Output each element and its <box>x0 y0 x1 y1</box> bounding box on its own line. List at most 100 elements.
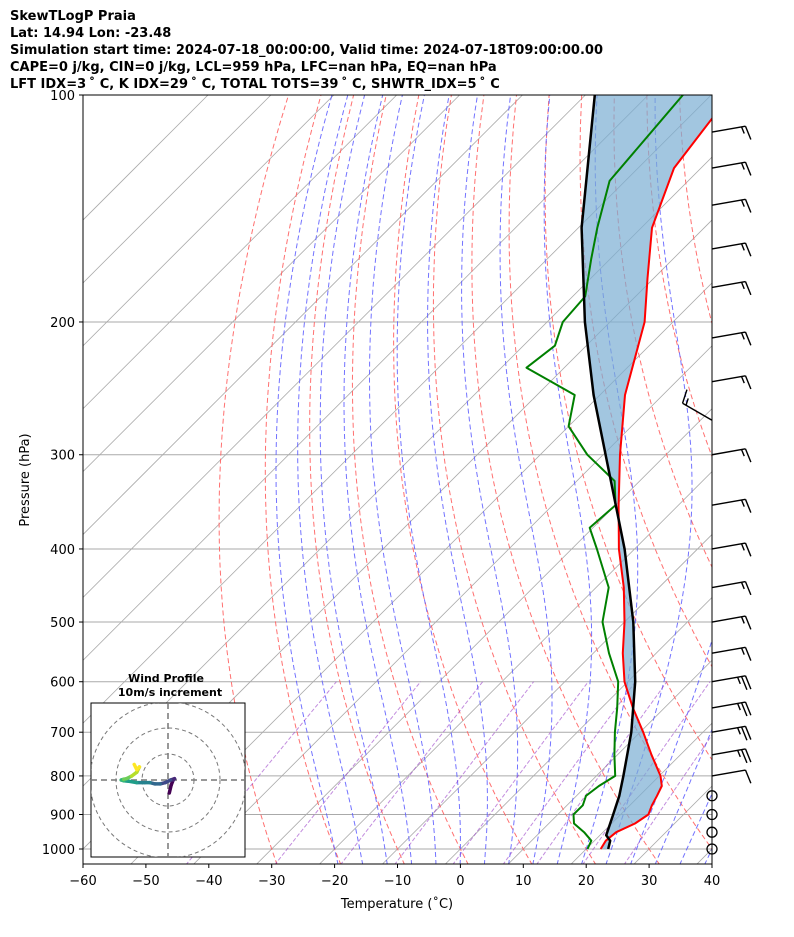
y-tick-label: 1000 <box>42 843 75 858</box>
wind-barb <box>706 843 718 855</box>
hodograph-segment <box>132 762 139 772</box>
wind-barb <box>711 375 752 390</box>
moist-adiabat <box>499 95 553 864</box>
x-tick-label: −30 <box>258 874 285 889</box>
wind-barb <box>711 161 752 176</box>
dry-adiabat <box>711 95 712 102</box>
parcel-trace <box>580 95 637 850</box>
wind-barb <box>711 580 752 596</box>
dry-adiabat <box>218 95 289 864</box>
wind-barb <box>711 748 752 764</box>
wind-barb <box>711 542 752 557</box>
wind-barb <box>711 125 752 140</box>
x-tick-label: 30 <box>641 874 658 889</box>
hodograph-subtitle: 10m/s increment <box>118 686 222 699</box>
isotherm <box>130 282 712 864</box>
isotherm <box>193 345 712 864</box>
y-tick-label: 700 <box>50 726 75 741</box>
wind-barb <box>711 769 752 784</box>
y-tick-label: 900 <box>50 808 75 823</box>
moist-adiabat <box>704 847 712 864</box>
moist-adiabat <box>427 95 488 864</box>
sounding-traces <box>525 95 712 850</box>
y-tick-label: 200 <box>50 316 75 331</box>
x-axis-title: Temperature (˚C) <box>340 896 453 912</box>
wind-barbs <box>681 125 752 855</box>
dry-adiabat <box>678 95 712 326</box>
moist-adiabat <box>275 95 339 864</box>
dewpoint-trace <box>525 95 684 850</box>
mixing-ratio-line <box>452 681 589 864</box>
wind-barb <box>706 808 718 821</box>
temperature-trace <box>599 116 712 850</box>
isotherm <box>444 596 712 864</box>
index-line: LFT IDX=3 ˚ C, K IDX=29 ˚ C, TOTAL TOTS=… <box>10 77 500 92</box>
moist-adiabat <box>396 95 461 864</box>
dry-adiabat <box>508 95 712 850</box>
dry-adiabat <box>745 95 794 865</box>
wind-barb <box>711 448 752 463</box>
x-tick-label: −20 <box>321 874 348 889</box>
moist-adiabat <box>679 792 712 864</box>
dry-adiabat <box>309 95 405 864</box>
wind-barb <box>711 280 752 296</box>
isotherm <box>83 95 649 661</box>
moist-adiabat <box>630 638 712 864</box>
location-line: Lat: 14.94 Lon: -23.48 <box>10 26 172 41</box>
wind-barb <box>711 198 752 213</box>
y-tick-label: 400 <box>50 543 75 558</box>
wind-barb <box>711 331 752 346</box>
dry-adiabat <box>432 95 597 864</box>
isotherm <box>319 471 712 864</box>
dry-adiabat <box>351 95 469 864</box>
dry-adiabat <box>777 95 794 865</box>
x-tick-label: −40 <box>195 874 222 889</box>
wind-barb <box>711 615 752 630</box>
y-tick-label: 500 <box>50 616 75 631</box>
y-tick-label: 600 <box>50 676 75 691</box>
dry-adiabat <box>544 95 712 761</box>
wind-barb <box>711 675 752 691</box>
dry-adiabat <box>393 95 533 864</box>
moist-adiabat <box>343 95 413 864</box>
isotherm <box>256 408 712 864</box>
dry-adiabat <box>646 95 712 458</box>
x-tick-label: −60 <box>69 874 96 889</box>
x-tick-label: −10 <box>384 874 411 889</box>
chart-title: SkewTLogP Praia <box>10 9 136 24</box>
chart-header: SkewTLogP Praia Lat: 14.94 Lon: -23.48 S… <box>10 8 603 93</box>
isotherm <box>83 95 397 410</box>
isotherm <box>83 95 523 536</box>
hodograph-title: Wind Profile <box>128 672 204 685</box>
y-tick-label: 800 <box>50 770 75 785</box>
cin-shading <box>581 95 712 849</box>
y-axis-title: Pressure (hPa) <box>18 433 33 526</box>
hodograph-grid <box>91 703 245 857</box>
isotherm <box>83 95 586 598</box>
x-tick-label: −50 <box>132 874 159 889</box>
mixing-ratio-line <box>274 681 421 864</box>
wind-barb <box>711 498 752 513</box>
isotherm <box>83 95 335 347</box>
isotherm <box>570 722 712 864</box>
moist-adiabat <box>543 95 593 864</box>
moist-adiabat <box>319 95 388 864</box>
mixing-ratio-line <box>582 681 711 864</box>
isotherm <box>83 95 272 284</box>
time-line: Simulation start time: 2024-07-18_00:00:… <box>10 43 603 58</box>
wind-barb <box>711 725 752 741</box>
y-tick-label: 100 <box>50 89 75 104</box>
moist-adiabat <box>369 95 437 864</box>
axes: −60 −50 −40 −30 −20 −10 0 10 20 30 40 1000 900 800 700… <box>42 89 720 889</box>
isotherm <box>759 95 794 865</box>
moist-adiabat <box>297 95 364 864</box>
dry-adiabat <box>264 95 342 864</box>
mixing-ratio-line <box>394 681 534 864</box>
background-lines <box>83 95 794 865</box>
x-tick-label: 20 <box>578 874 595 889</box>
mixing-ratio-line <box>340 681 484 864</box>
wind-barb <box>706 826 718 838</box>
y-tick-label: 300 <box>50 449 75 464</box>
dry-adiabat <box>471 95 660 864</box>
